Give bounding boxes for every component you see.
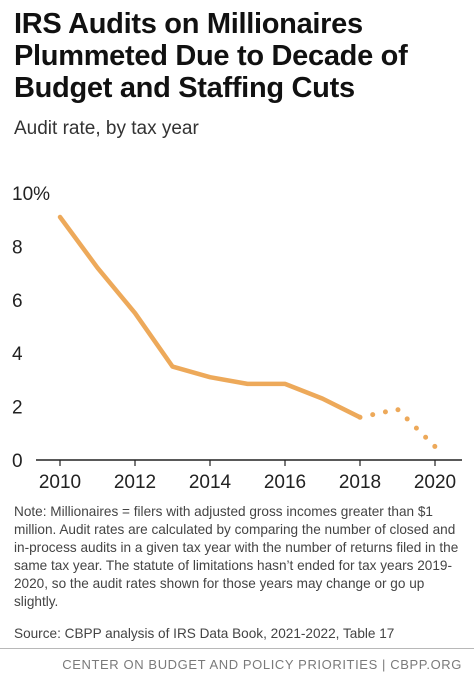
x-tick-label: 2014 [189,472,232,493]
chart-note: Note: Millionaires = filers with adjuste… [14,504,459,609]
footer-divider [0,648,474,649]
y-tick-label: 6 [12,291,23,312]
x-tick-label: 2018 [339,472,381,493]
series-line-solid [57,214,363,420]
series-line-dotted [357,406,438,450]
x-tick-label: 2010 [39,472,81,493]
line-chart: 0 2 4 6 8 10% 2010 2012 2014 2016 2018 2020 [12,184,462,493]
y-tick-label: 8 [12,237,23,258]
x-tick-label: 2016 [264,472,306,493]
chart-title: IRS Audits on Millionaires Plummeted Due… [14,8,408,104]
chart-subtitle: Audit rate, by tax year [14,118,199,139]
chart-source: Source: CBPP analysis of IRS Data Book, … [14,626,395,641]
y-tick-label: 4 [12,344,23,365]
x-tick-label: 2020 [414,472,456,493]
y-tick-label: 10% [12,184,50,205]
y-tick-label: 0 [12,451,23,472]
y-tick-label: 2 [12,398,23,419]
footer-credit: CENTER ON BUDGET AND POLICY PRIORITIES |… [62,657,462,672]
x-tick-label: 2012 [114,472,156,493]
